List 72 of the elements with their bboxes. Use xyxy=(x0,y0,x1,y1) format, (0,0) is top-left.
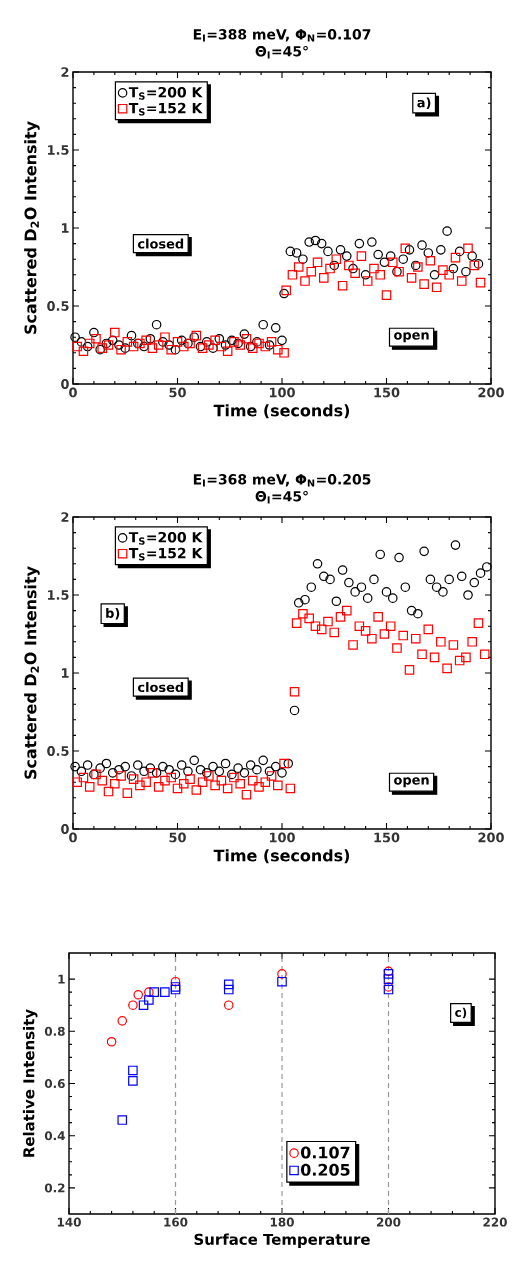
y-axis-title: Scattered D$_{2}$O Intensity xyxy=(24,566,40,779)
x-tick-label: 200 xyxy=(376,1217,401,1227)
point xyxy=(277,969,287,979)
y-tick-label: 2 xyxy=(61,67,69,77)
x-tick-label: 160 xyxy=(164,1217,188,1227)
legend-label: T$_{S}$=200 K xyxy=(128,86,203,100)
chart-title: E$_{I}$=388 meV, Φ$_{N}$=0.107 xyxy=(193,29,371,42)
annotation: open xyxy=(394,777,429,788)
y-tick-label: 0.5 xyxy=(47,301,69,311)
x-tick-label: 150 xyxy=(374,387,400,398)
y-tick-label: 1 xyxy=(61,668,69,678)
point xyxy=(128,1000,138,1011)
point xyxy=(223,1000,234,1011)
annotation: b) xyxy=(106,607,120,620)
point xyxy=(277,976,287,987)
legend-label: T$_{S}$=152 K xyxy=(128,102,203,116)
annotation: closed xyxy=(137,682,184,693)
y-tick-label: 1 xyxy=(58,974,65,984)
point xyxy=(138,1000,149,1011)
y-tick-label: 1 xyxy=(61,223,69,233)
point xyxy=(383,974,394,984)
chart-subtitle: Θ$_{I}$=45° xyxy=(255,490,308,504)
y-tick-label: 0.4 xyxy=(44,1131,65,1141)
x-tick-label: 200 xyxy=(478,387,504,398)
x-tick-label: 220 xyxy=(483,1217,507,1227)
annotation: c) xyxy=(455,1007,467,1019)
annotation: closed xyxy=(137,238,184,249)
annotation: a) xyxy=(417,97,431,109)
y-axis-title: Relative Intensity xyxy=(22,1009,38,1157)
y-tick-label: 2 xyxy=(61,512,69,522)
point xyxy=(106,1036,117,1047)
y-tick-label: 0 xyxy=(61,379,69,389)
point xyxy=(144,987,154,997)
point xyxy=(223,979,234,990)
x-axis-title: Surface Temperature xyxy=(194,1233,370,1248)
point xyxy=(117,1115,128,1125)
x-tick-label: 50 xyxy=(169,387,186,398)
y-tick-label: 0 xyxy=(61,824,69,834)
legend-label: T$_{S}$=152 K xyxy=(128,547,203,561)
point xyxy=(223,984,234,995)
y-tick-label: 1.5 xyxy=(48,590,69,600)
x-axis-title: Time (seconds) xyxy=(213,404,350,419)
point xyxy=(149,987,159,997)
point xyxy=(144,995,154,1005)
point xyxy=(128,1065,138,1076)
x-tick-label: 50 xyxy=(169,832,186,843)
annotation: open xyxy=(394,332,429,343)
point xyxy=(128,1076,138,1086)
y-tick-label: 0.8 xyxy=(44,1026,65,1036)
y-axis-title: Scattered D$_{2}$O Intensity xyxy=(24,121,40,334)
point xyxy=(170,976,181,987)
y-tick-label: 1.5 xyxy=(48,145,69,155)
x-tick-label: 200 xyxy=(478,832,504,843)
x-axis-title: Time (seconds) xyxy=(213,849,350,864)
y-tick-label: 0.6 xyxy=(44,1078,65,1089)
chart-subtitle: Θ$_{I}$=45° xyxy=(255,45,308,59)
x-tick-label: 180 xyxy=(270,1217,294,1227)
point xyxy=(160,987,170,997)
legend-label: 0.205 xyxy=(301,1163,350,1176)
x-tick-label: 100 xyxy=(269,387,295,398)
y-tick-label: 0.2 xyxy=(44,1183,65,1193)
legend-label: 0.107 xyxy=(301,1146,350,1159)
point xyxy=(117,1016,128,1026)
x-tick-label: 0 xyxy=(69,832,77,843)
x-tick-label: 0 xyxy=(69,387,77,398)
x-tick-label: 140 xyxy=(57,1217,81,1227)
point xyxy=(133,989,144,1000)
chart-title: E$_{I}$=368 meV, Φ$_{N}$=0.205 xyxy=(193,474,371,487)
x-tick-label: 150 xyxy=(374,832,400,843)
legend-label: T$_{S}$=200 K xyxy=(128,531,203,545)
y-tick-label: 0.5 xyxy=(47,746,69,756)
x-tick-label: 100 xyxy=(269,832,295,843)
